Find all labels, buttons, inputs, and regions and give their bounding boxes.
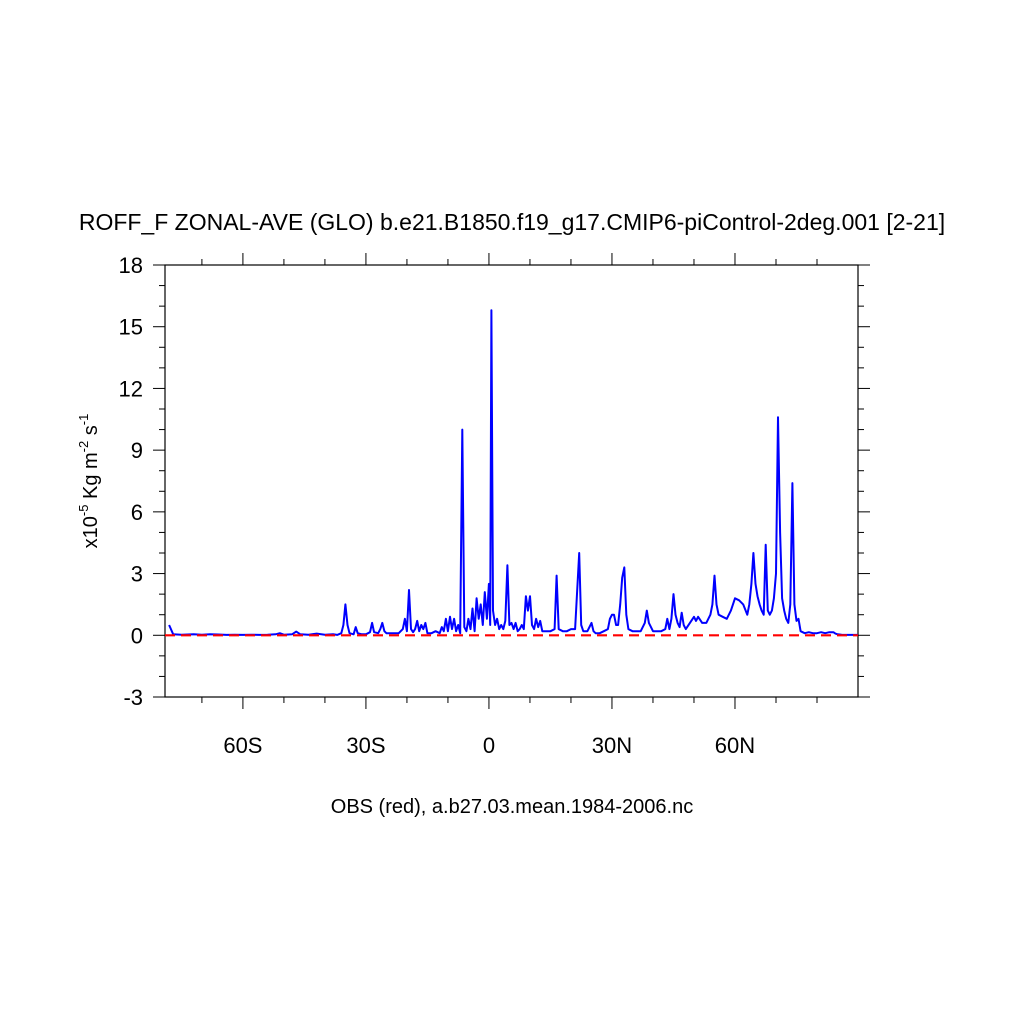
x-axis-label: OBS (red), a.b27.03.mean.1984-2006.nc — [331, 796, 693, 818]
y-label-prefix: x10 — [80, 516, 102, 548]
x-tick-label: 60S — [223, 733, 262, 758]
y-label-mid2: s — [80, 425, 102, 441]
y-tick-label: 9 — [131, 438, 143, 463]
y-tick-label: 18 — [119, 253, 143, 278]
y-label-exp3: -1 — [76, 414, 91, 426]
y-label-exp1: -5 — [76, 505, 91, 517]
y-tick-label: 15 — [119, 315, 143, 340]
tick-marks — [153, 253, 870, 709]
x-tick-label: 0 — [483, 733, 495, 758]
y-tick-label: 3 — [131, 562, 143, 587]
y-tick-label: 6 — [131, 500, 143, 525]
x-tick-label: 30S — [346, 733, 385, 758]
y-label-mid: Kg m — [80, 452, 102, 504]
tick-labels: -3 0 3 6 9 12 15 18 60S 30S 0 30N 60N — [119, 253, 756, 758]
series-group — [165, 309, 858, 637]
x-tick-label: 30N — [592, 733, 632, 758]
x-tick-label: 60N — [715, 733, 755, 758]
model-series-line — [168, 309, 858, 636]
chart-title: ROFF_F ZONAL-AVE (GLO) b.e21.B1850.f19_g… — [79, 209, 945, 235]
y-label-exp2: -2 — [76, 441, 91, 453]
y-tick-label: -3 — [123, 685, 143, 710]
y-tick-label: 0 — [131, 623, 143, 648]
y-tick-label: 12 — [119, 376, 143, 401]
plot-frame — [164, 264, 859, 698]
y-axis-label: x10-5 Kg m-2 s-1 — [76, 414, 102, 549]
